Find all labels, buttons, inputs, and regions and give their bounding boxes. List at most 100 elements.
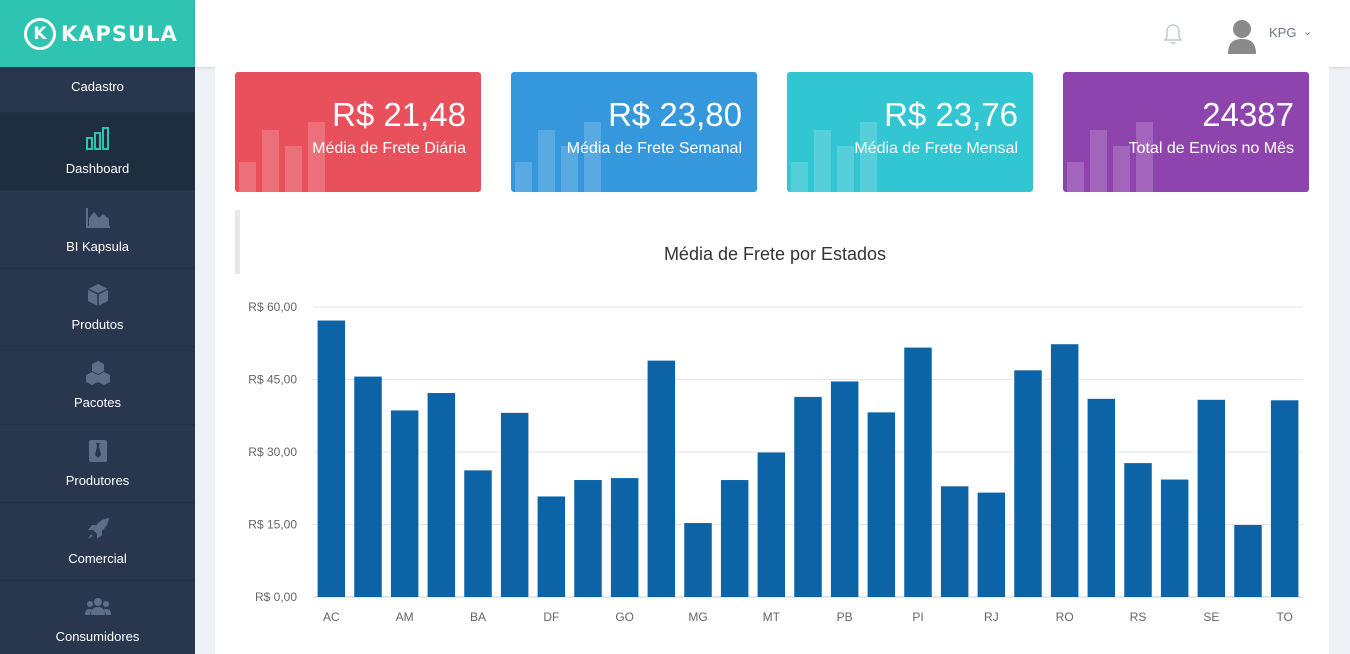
y-tick-label: R$ 15,00 [248,518,297,532]
x-tick-label: RS [1130,610,1147,624]
sidebar-item-comercial[interactable]: Comercial [0,503,195,581]
sidebar-item-dashboard[interactable]: Dashboard [0,113,195,191]
rocket-icon [84,515,112,543]
chart-accent-bar [235,210,240,274]
sidebar-item-produtos[interactable]: Produtos [0,269,195,347]
card-bars-icon [239,112,339,192]
x-tick-label: PI [912,610,923,624]
stat-card-monthly[interactable]: R$ 23,76 Média de Frete Mensal [787,72,1033,192]
bar-go[interactable] [610,478,639,597]
bar-rs[interactable] [1124,463,1152,597]
sidebar-item-consumidores[interactable]: Consumidores [0,581,195,654]
sidebar-item-label: Dashboard [65,161,130,176]
users-icon [84,593,112,621]
bar-rj[interactable] [977,492,1006,597]
bar-ro[interactable] [1050,344,1079,597]
x-tick-label: AM [396,610,414,624]
bar-ce[interactable] [500,412,529,597]
y-tick-label: R$ 0,00 [255,590,297,604]
x-tick-label: MT [763,610,781,624]
card-label: Média de Frete Diária [312,140,466,157]
bar-pe[interactable] [867,412,896,597]
stat-card-daily[interactable]: R$ 21,48 Média de Frete Diária [235,72,481,192]
main-content: R$ 21,48 Média de Frete Diária R$ 23,80 … [215,67,1329,654]
area-chart-icon [84,203,112,231]
bar-mt[interactable] [757,452,786,597]
card-label: Média de Frete Mensal [854,140,1018,157]
card-value: R$ 21,48 [332,96,466,133]
bar-pi[interactable] [904,347,932,597]
sidebar-item-label: Comercial [68,551,127,566]
chevron-down-icon[interactable]: ⌄ [1303,26,1313,38]
card-bars-icon [515,112,615,192]
cube-icon [84,281,112,309]
bar-al[interactable] [354,376,382,597]
sidebar: Cadastro Dashboard BI Kapsula Produtos P… [0,0,195,654]
card-bars-icon [791,112,891,192]
bar-sc[interactable] [1160,479,1189,597]
x-tick-label: RJ [984,610,999,624]
bar-pb[interactable] [830,381,859,597]
freight-by-state-chart: Média de Frete por Estados R$ 0,00 R$ 15,… [235,210,1315,654]
x-tick-label: DF [543,610,559,624]
card-label: Total de Envios no Mês [1128,140,1294,157]
sidebar-item-pacotes[interactable]: Pacotes [0,347,195,425]
card-value: 24387 [1202,96,1294,133]
y-tick-label: R$ 45,00 [248,373,297,387]
bell-icon[interactable] [1161,22,1185,46]
x-tick-label: GO [615,610,634,624]
card-value: R$ 23,80 [608,96,742,133]
y-tick-label: R$ 30,00 [248,445,297,459]
bar-ma[interactable] [647,360,676,597]
bar-pr[interactable] [940,486,969,597]
sidebar-item-label: BI Kapsula [66,239,129,254]
bar-es[interactable] [574,480,602,597]
bar-ms[interactable] [720,480,749,597]
card-bars-icon [1067,112,1167,192]
bar-chart-icon [84,125,112,153]
card-value: R$ 23,76 [884,96,1018,133]
brand-logo[interactable]: K KAPSULA [0,0,195,67]
bar-df[interactable] [537,496,566,597]
x-tick-label: TO [1276,610,1292,624]
bar-ap[interactable] [427,393,456,597]
x-tick-label: AC [323,610,340,624]
cubes-icon [84,359,112,387]
bar-rr[interactable] [1087,398,1116,597]
x-tick-label: MG [688,610,707,624]
bar-ac[interactable] [317,320,346,597]
sidebar-item-cadastro[interactable]: Cadastro [0,67,195,113]
avatar[interactable] [1226,18,1258,54]
x-tick-label: SE [1203,610,1219,624]
brand-name: KAPSULA [61,21,178,46]
card-label: Média de Frete Semanal [566,140,742,157]
bar-mg[interactable] [684,523,712,597]
stat-card-weekly[interactable]: R$ 23,80 Média de Frete Semanal [511,72,757,192]
sidebar-item-label: Produtores [65,473,130,488]
bar-ba[interactable] [464,470,492,597]
sidebar-item-produtores[interactable]: Produtores [0,425,195,503]
x-tick-label: RO [1056,610,1074,624]
x-tick-label: BA [470,610,486,624]
sidebar-item-label: Consumidores [55,629,140,644]
bar-pa[interactable] [794,396,822,597]
logo-badge: K [24,17,56,50]
bar-sp[interactable] [1234,524,1262,597]
tie-icon [84,437,112,465]
sidebar-item-bi-kapsula[interactable]: BI Kapsula [0,191,195,269]
chart-title: Média de Frete por Estados [663,244,887,264]
sidebar-item-label: Pacotes [74,395,121,410]
bar-to[interactable] [1270,400,1299,597]
y-tick-label: R$ 60,00 [248,300,297,314]
sidebar-item-label: Cadastro [71,79,124,94]
top-header: KPG ⌄ [195,0,1350,67]
bar-rn[interactable] [1014,370,1042,597]
bar-se[interactable] [1197,399,1226,597]
stat-card-shipments[interactable]: 24387 Total de Envios no Mês [1063,72,1309,192]
x-tick-label: PB [837,610,853,624]
sidebar-item-label: Produtos [71,317,124,332]
sidebar-nav: Cadastro Dashboard BI Kapsula Produtos P… [0,67,195,654]
bar-am[interactable] [390,410,419,597]
bar-chart: R$ 0,00 R$ 15,00 R$ 30,00 R$ 45,00 R$ 60,00 A… [248,300,1303,624]
user-name[interactable]: KPG [1269,25,1297,40]
